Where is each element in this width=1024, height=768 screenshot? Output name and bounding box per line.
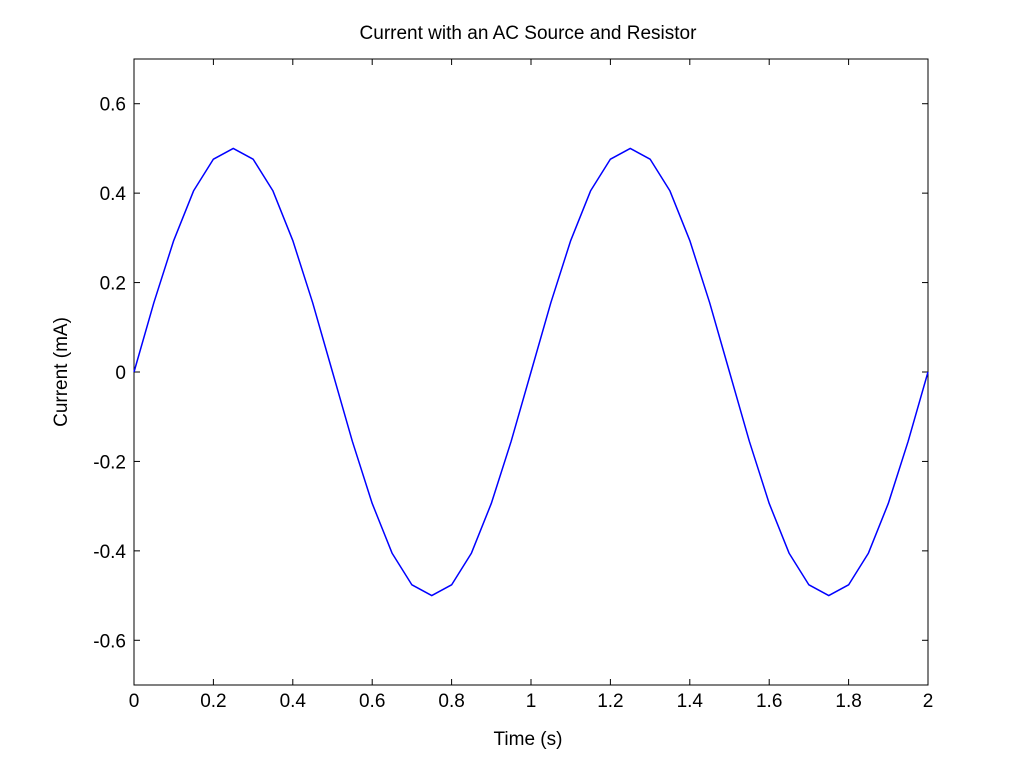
y-axis-title: Current (mA) [51,317,72,427]
x-tick-label: 0.4 [280,691,307,712]
x-tick-label: 1.4 [677,691,704,712]
plot-area: 0 0.2 0.4 0.6 0.8 1 1.2 1.4 1.6 1.8 2 -0.6 -0.4 -0.2… [93,58,934,712]
y-tick-label: 0 [115,363,126,384]
y-axis-ticks: -0.6 -0.4 -0.2 0 0.2 0.4 0.6 [93,95,928,652]
x-tick-label: 0.8 [438,691,464,712]
chart-title: Current with an AC Source and Resistor [360,23,698,44]
y-tick-label: 0.6 [100,95,126,116]
x-tick-label: 1 [526,691,537,712]
x-tick-label: 1.6 [756,691,782,712]
y-tick-label: -0.4 [93,542,126,563]
x-axis-ticks: 0 0.2 0.4 0.6 0.8 1 1.2 1.4 1.6 1.8 2 [129,59,934,712]
series-line [133,147,929,597]
y-tick-label: 0.4 [100,184,127,205]
x-tick-label: 0.6 [359,691,385,712]
x-tick-label: 1.2 [597,691,623,712]
y-tick-label: -0.2 [93,452,126,473]
x-tick-label: 1.8 [835,691,861,712]
series-layer [133,147,929,597]
x-tick-label: 0.2 [200,691,226,712]
x-tick-label: 2 [923,691,934,712]
y-tick-label: 0.2 [100,274,126,295]
x-axis-title: Time (s) [494,729,563,750]
y-tick-label: -0.6 [93,631,126,652]
x-tick-label: 0 [129,691,140,712]
